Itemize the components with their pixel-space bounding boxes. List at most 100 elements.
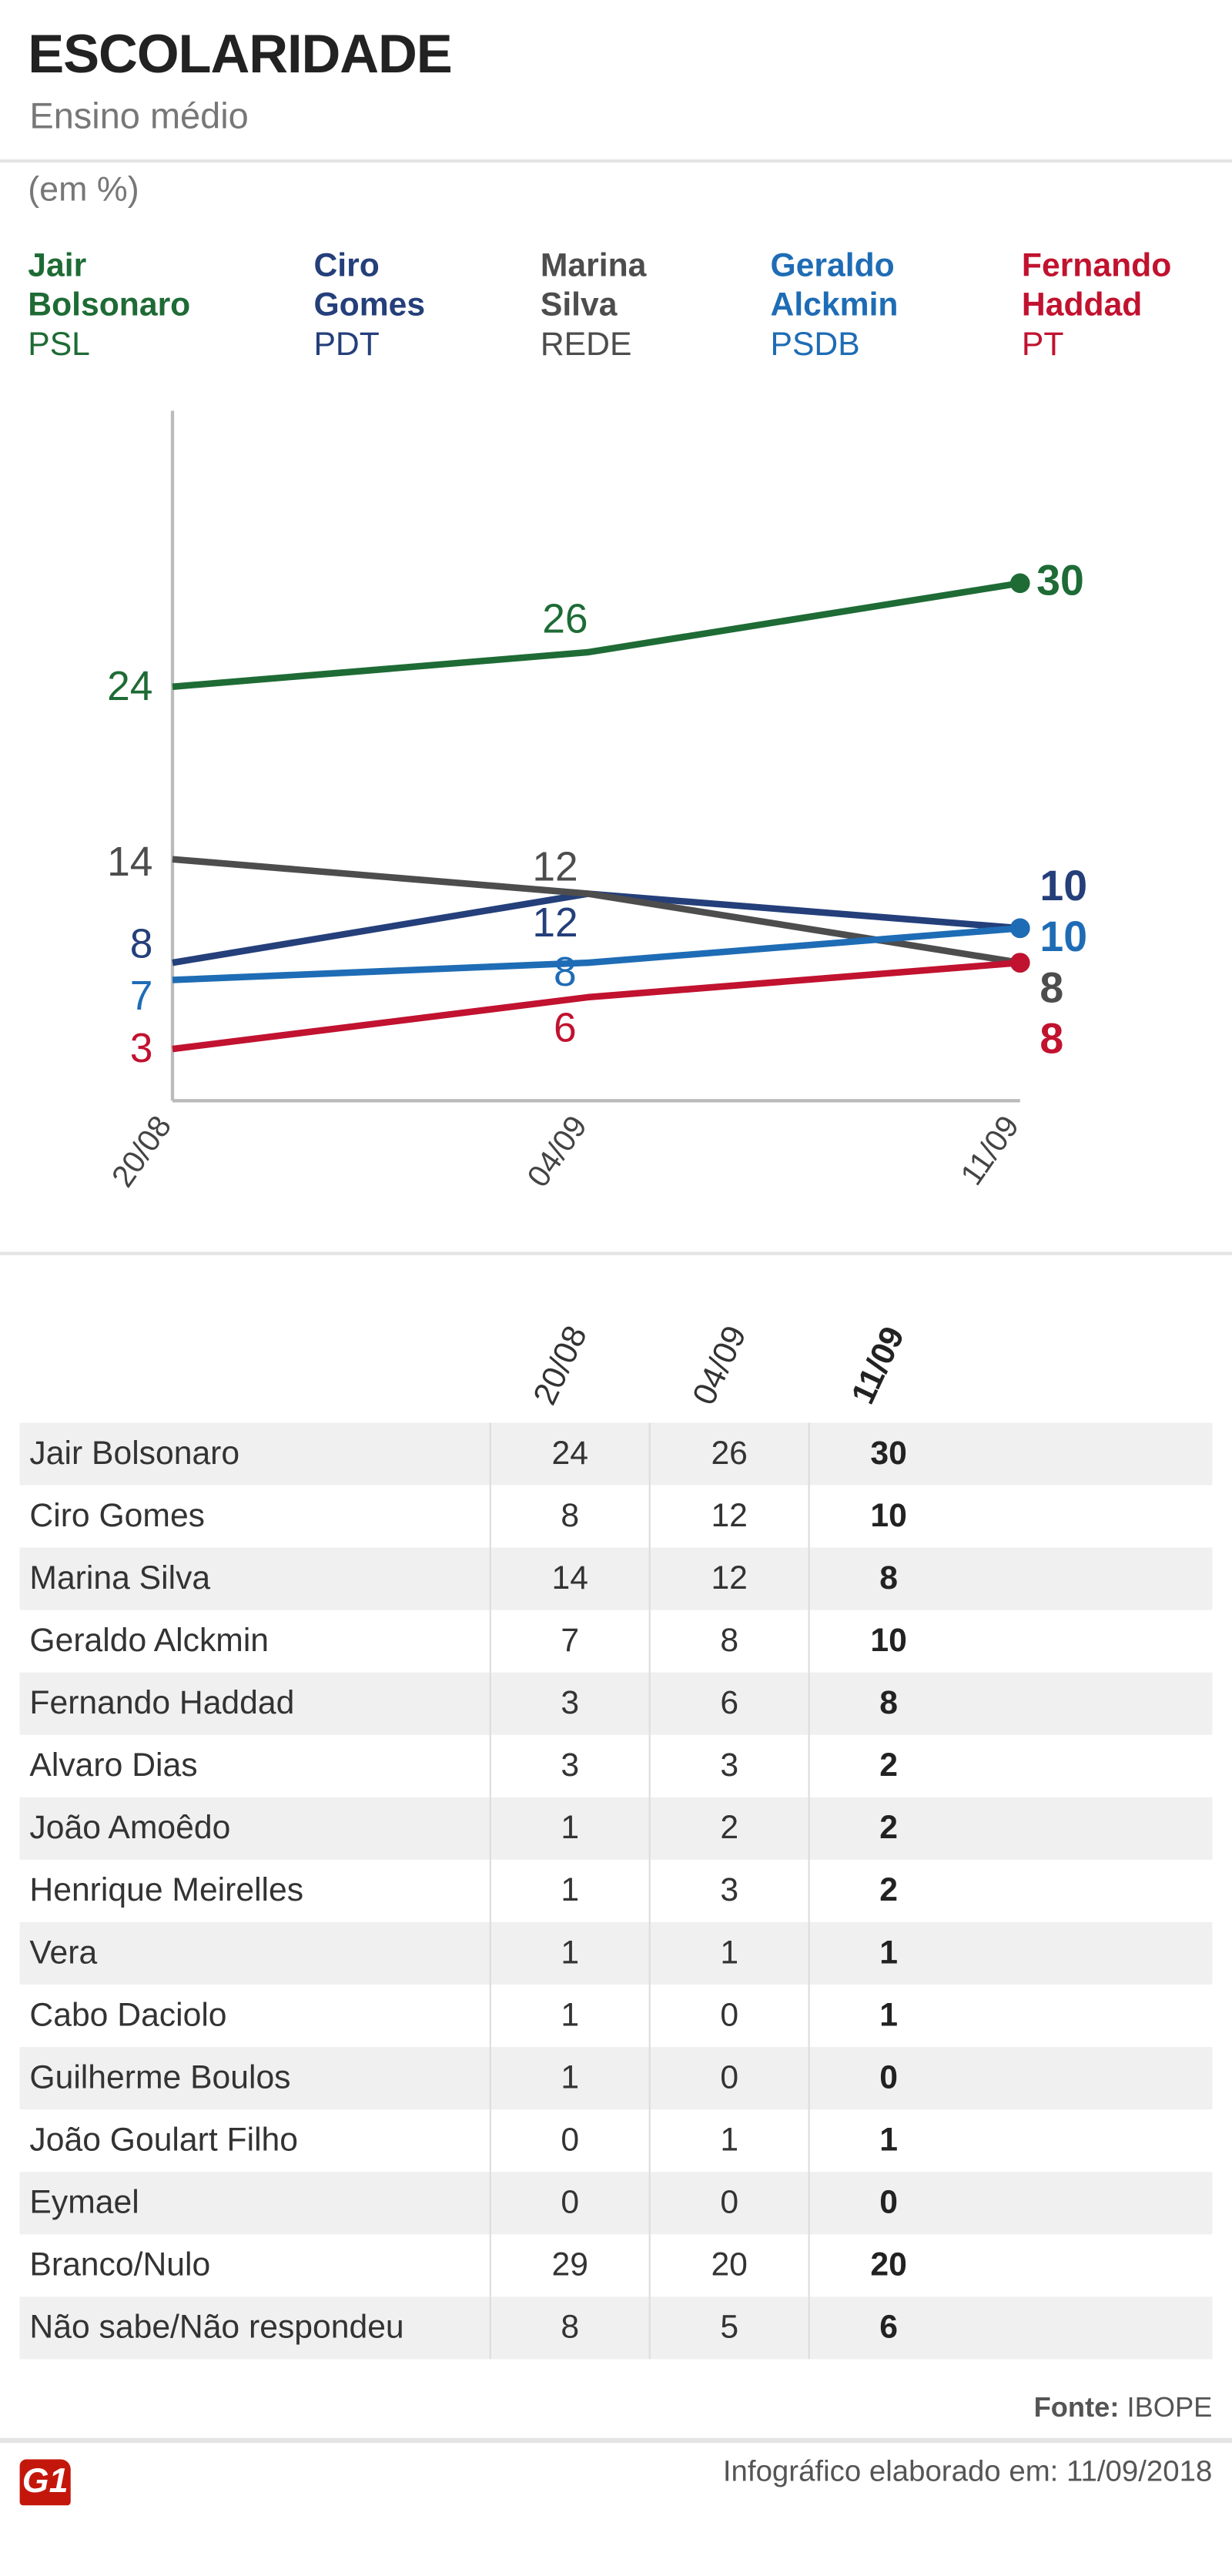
table-row: Vera 1 1 1 xyxy=(19,1921,1213,1985)
table-row: João Amoêdo 1 2 2 xyxy=(19,1797,1213,1860)
unit-label: (em %) xyxy=(28,170,139,209)
table-cell: 0 xyxy=(648,1985,808,2048)
legend-name: Silva xyxy=(540,287,618,324)
candidate-name: Eymael xyxy=(29,2184,139,2221)
table-cell: 1 xyxy=(489,1921,649,1985)
data-point xyxy=(1009,953,1030,973)
source-value: IBOPE xyxy=(1127,2392,1213,2424)
table-row: Eymael 0 0 0 xyxy=(19,2172,1213,2235)
table-cell: 8 xyxy=(808,1547,968,1610)
candidate-name: Jair Bolsonaro xyxy=(29,1435,240,1472)
data-label: 8 xyxy=(1040,963,1063,1011)
table-cell: 1 xyxy=(489,1797,649,1860)
table-row: Jair Bolsonaro 24 26 30 xyxy=(19,1422,1213,1486)
candidate-name: Fernando Haddad xyxy=(29,1684,295,1721)
table-row: Henrique Meirelles 1 3 2 xyxy=(20,1859,1213,1922)
table-cell: 12 xyxy=(648,1485,808,1548)
series-line xyxy=(172,856,1021,966)
table-cell: 12 xyxy=(648,1547,808,1610)
table-cell: 0 xyxy=(808,2172,968,2235)
table-cell: 29 xyxy=(489,2234,649,2297)
legend-party: PDT xyxy=(313,327,380,363)
table-cell: 0 xyxy=(489,2109,649,2172)
data-label: 12 xyxy=(532,844,578,889)
table-cell: 5 xyxy=(648,2296,808,2360)
x-tick-label: 20/08 xyxy=(105,1109,179,1193)
page-title: ESCOLARIDADE xyxy=(28,22,453,84)
table-cell: 1 xyxy=(489,1859,649,1922)
source-label: Fonte: xyxy=(1033,2392,1120,2424)
legend-name: Marina xyxy=(540,248,647,285)
table-cell: 2 xyxy=(808,1734,968,1797)
table-cell: 3 xyxy=(489,1672,649,1735)
legend-item: Marina Silva REDE xyxy=(541,246,647,365)
table-cell: 0 xyxy=(808,2047,968,2110)
candidate-name: Geraldo Alckmin xyxy=(29,1622,270,1659)
legend-item: Geraldo Alckmin PSDB xyxy=(771,246,899,365)
divider xyxy=(0,2437,1232,2444)
table-cell: 2 xyxy=(808,1797,968,1860)
table-cell: 24 xyxy=(489,1422,649,1486)
candidate-name: Henrique Meirelles xyxy=(29,1871,304,1908)
table-cell: 3 xyxy=(489,1734,649,1797)
candidate-name: Alvaro Dias xyxy=(29,1747,198,1784)
table-row: Fernando Haddad 3 6 8 xyxy=(19,1672,1213,1735)
table-cell: 8 xyxy=(648,1610,808,1673)
data-label: 3 xyxy=(130,1026,153,1071)
legend-item: Jair Bolsonaro PSL xyxy=(28,246,190,365)
data-label: 26 xyxy=(542,596,588,641)
legend-item: Fernando Haddad PT xyxy=(1022,246,1171,365)
table-cell: 1 xyxy=(808,1985,968,2048)
legend-party: PT xyxy=(1021,327,1064,363)
table-cell: 7 xyxy=(489,1610,649,1673)
column-header: 20/08 xyxy=(527,1321,595,1411)
table-cell: 0 xyxy=(648,2047,808,2110)
series-line xyxy=(172,580,1021,690)
table-row: Ciro Gomes 8 12 10 xyxy=(20,1485,1213,1548)
legend-party: PSL xyxy=(28,327,90,363)
data-label: 24 xyxy=(107,664,152,709)
source-note: Fonte: IBOPE xyxy=(1034,2392,1213,2425)
legend-party: PSDB xyxy=(770,327,860,363)
candidate-name: João Amoêdo xyxy=(29,1809,231,1846)
table-cell: 10 xyxy=(808,1610,968,1673)
x-tick-label: 11/09 xyxy=(953,1109,1026,1191)
table-cell: 20 xyxy=(808,2234,968,2297)
table-cell: 2 xyxy=(808,1859,968,1922)
table-cell: 1 xyxy=(489,1985,649,2048)
table-cell: 1 xyxy=(489,2047,649,2110)
table-cell: 26 xyxy=(648,1422,808,1486)
table-cell: 2 xyxy=(648,1797,808,1860)
legend-name: Geraldo xyxy=(770,248,895,285)
table-cell: 14 xyxy=(489,1547,649,1610)
data-label: 7 xyxy=(130,973,153,1019)
table-row: Não sabe/Não respondeu 8 5 6 xyxy=(19,2296,1213,2360)
table-cell: 1 xyxy=(808,2109,968,2172)
data-point xyxy=(1009,918,1030,939)
candidate-name: João Goulart Filho xyxy=(29,2122,299,2159)
created-date: Infográfico elaborado em: 11/09/2018 xyxy=(722,2454,1213,2487)
table-cell: 8 xyxy=(489,1485,649,1548)
table-row: Geraldo Alckmin 7 8 10 xyxy=(20,1610,1213,1673)
series-line xyxy=(172,890,1021,966)
series-line xyxy=(172,925,1021,983)
divider xyxy=(0,159,1232,163)
legend-name: Bolsonaro xyxy=(28,287,191,324)
data-label: 12 xyxy=(532,900,578,946)
table-row: Branco/Nulo 29 20 20 xyxy=(20,2234,1213,2297)
candidate-name: Branco/Nulo xyxy=(29,2246,211,2283)
legend-name: Alckmin xyxy=(770,287,899,324)
table-cell: 0 xyxy=(489,2172,649,2235)
legend-name: Jair xyxy=(28,248,87,285)
data-label: 8 xyxy=(130,922,153,967)
results-table: Jair Bolsonaro 24 26 30 Ciro Gomes 8 12 10 Marin… xyxy=(19,1422,1213,2360)
legend-name: Fernando xyxy=(1021,248,1172,285)
table-cell: 0 xyxy=(648,2172,808,2235)
data-point xyxy=(1009,573,1030,594)
legend-party: REDE xyxy=(540,327,632,363)
legend-name: Ciro xyxy=(313,248,380,285)
table-cell: 8 xyxy=(808,1672,968,1735)
table-cell: 6 xyxy=(648,1672,808,1735)
page-subtitle: Ensino médio xyxy=(29,95,249,137)
